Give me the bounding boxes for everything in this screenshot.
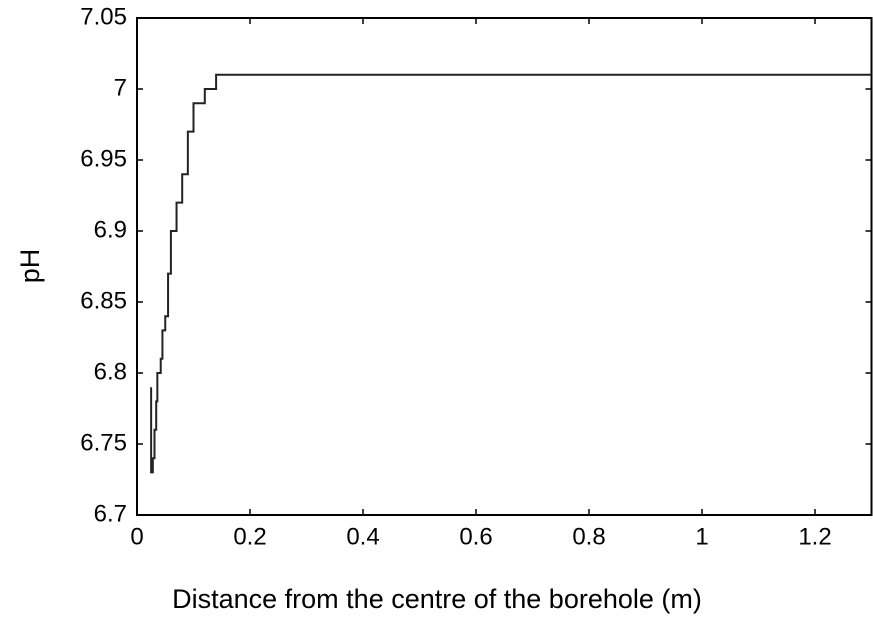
x-axis-label: Distance from the centre of the borehole…: [172, 584, 702, 614]
x-tick-label: 0.4: [346, 523, 379, 550]
y-tick-label: 6.7: [94, 500, 127, 527]
y-tick-label: 7: [114, 74, 127, 101]
x-tick-label: 0.6: [459, 523, 492, 550]
y-tick-label: 6.75: [80, 429, 127, 456]
y-tick-label: 6.85: [80, 287, 127, 314]
x-tick-label: 0.2: [233, 523, 266, 550]
data-line: [150, 73, 872, 474]
y-axis-label: pH: [15, 249, 45, 284]
y-tick-label: 7.05: [80, 3, 127, 30]
y-tick-label: 6.8: [94, 358, 127, 385]
plot-frame: [136, 17, 873, 516]
x-tick-label: 1.2: [798, 523, 831, 550]
x-tick-label: 0.8: [572, 523, 605, 550]
x-tick-label: 1: [695, 523, 708, 550]
y-tick-label: 6.95: [80, 145, 127, 172]
y-tick-label: 6.9: [94, 216, 127, 243]
x-tick-label: 0: [130, 523, 143, 550]
